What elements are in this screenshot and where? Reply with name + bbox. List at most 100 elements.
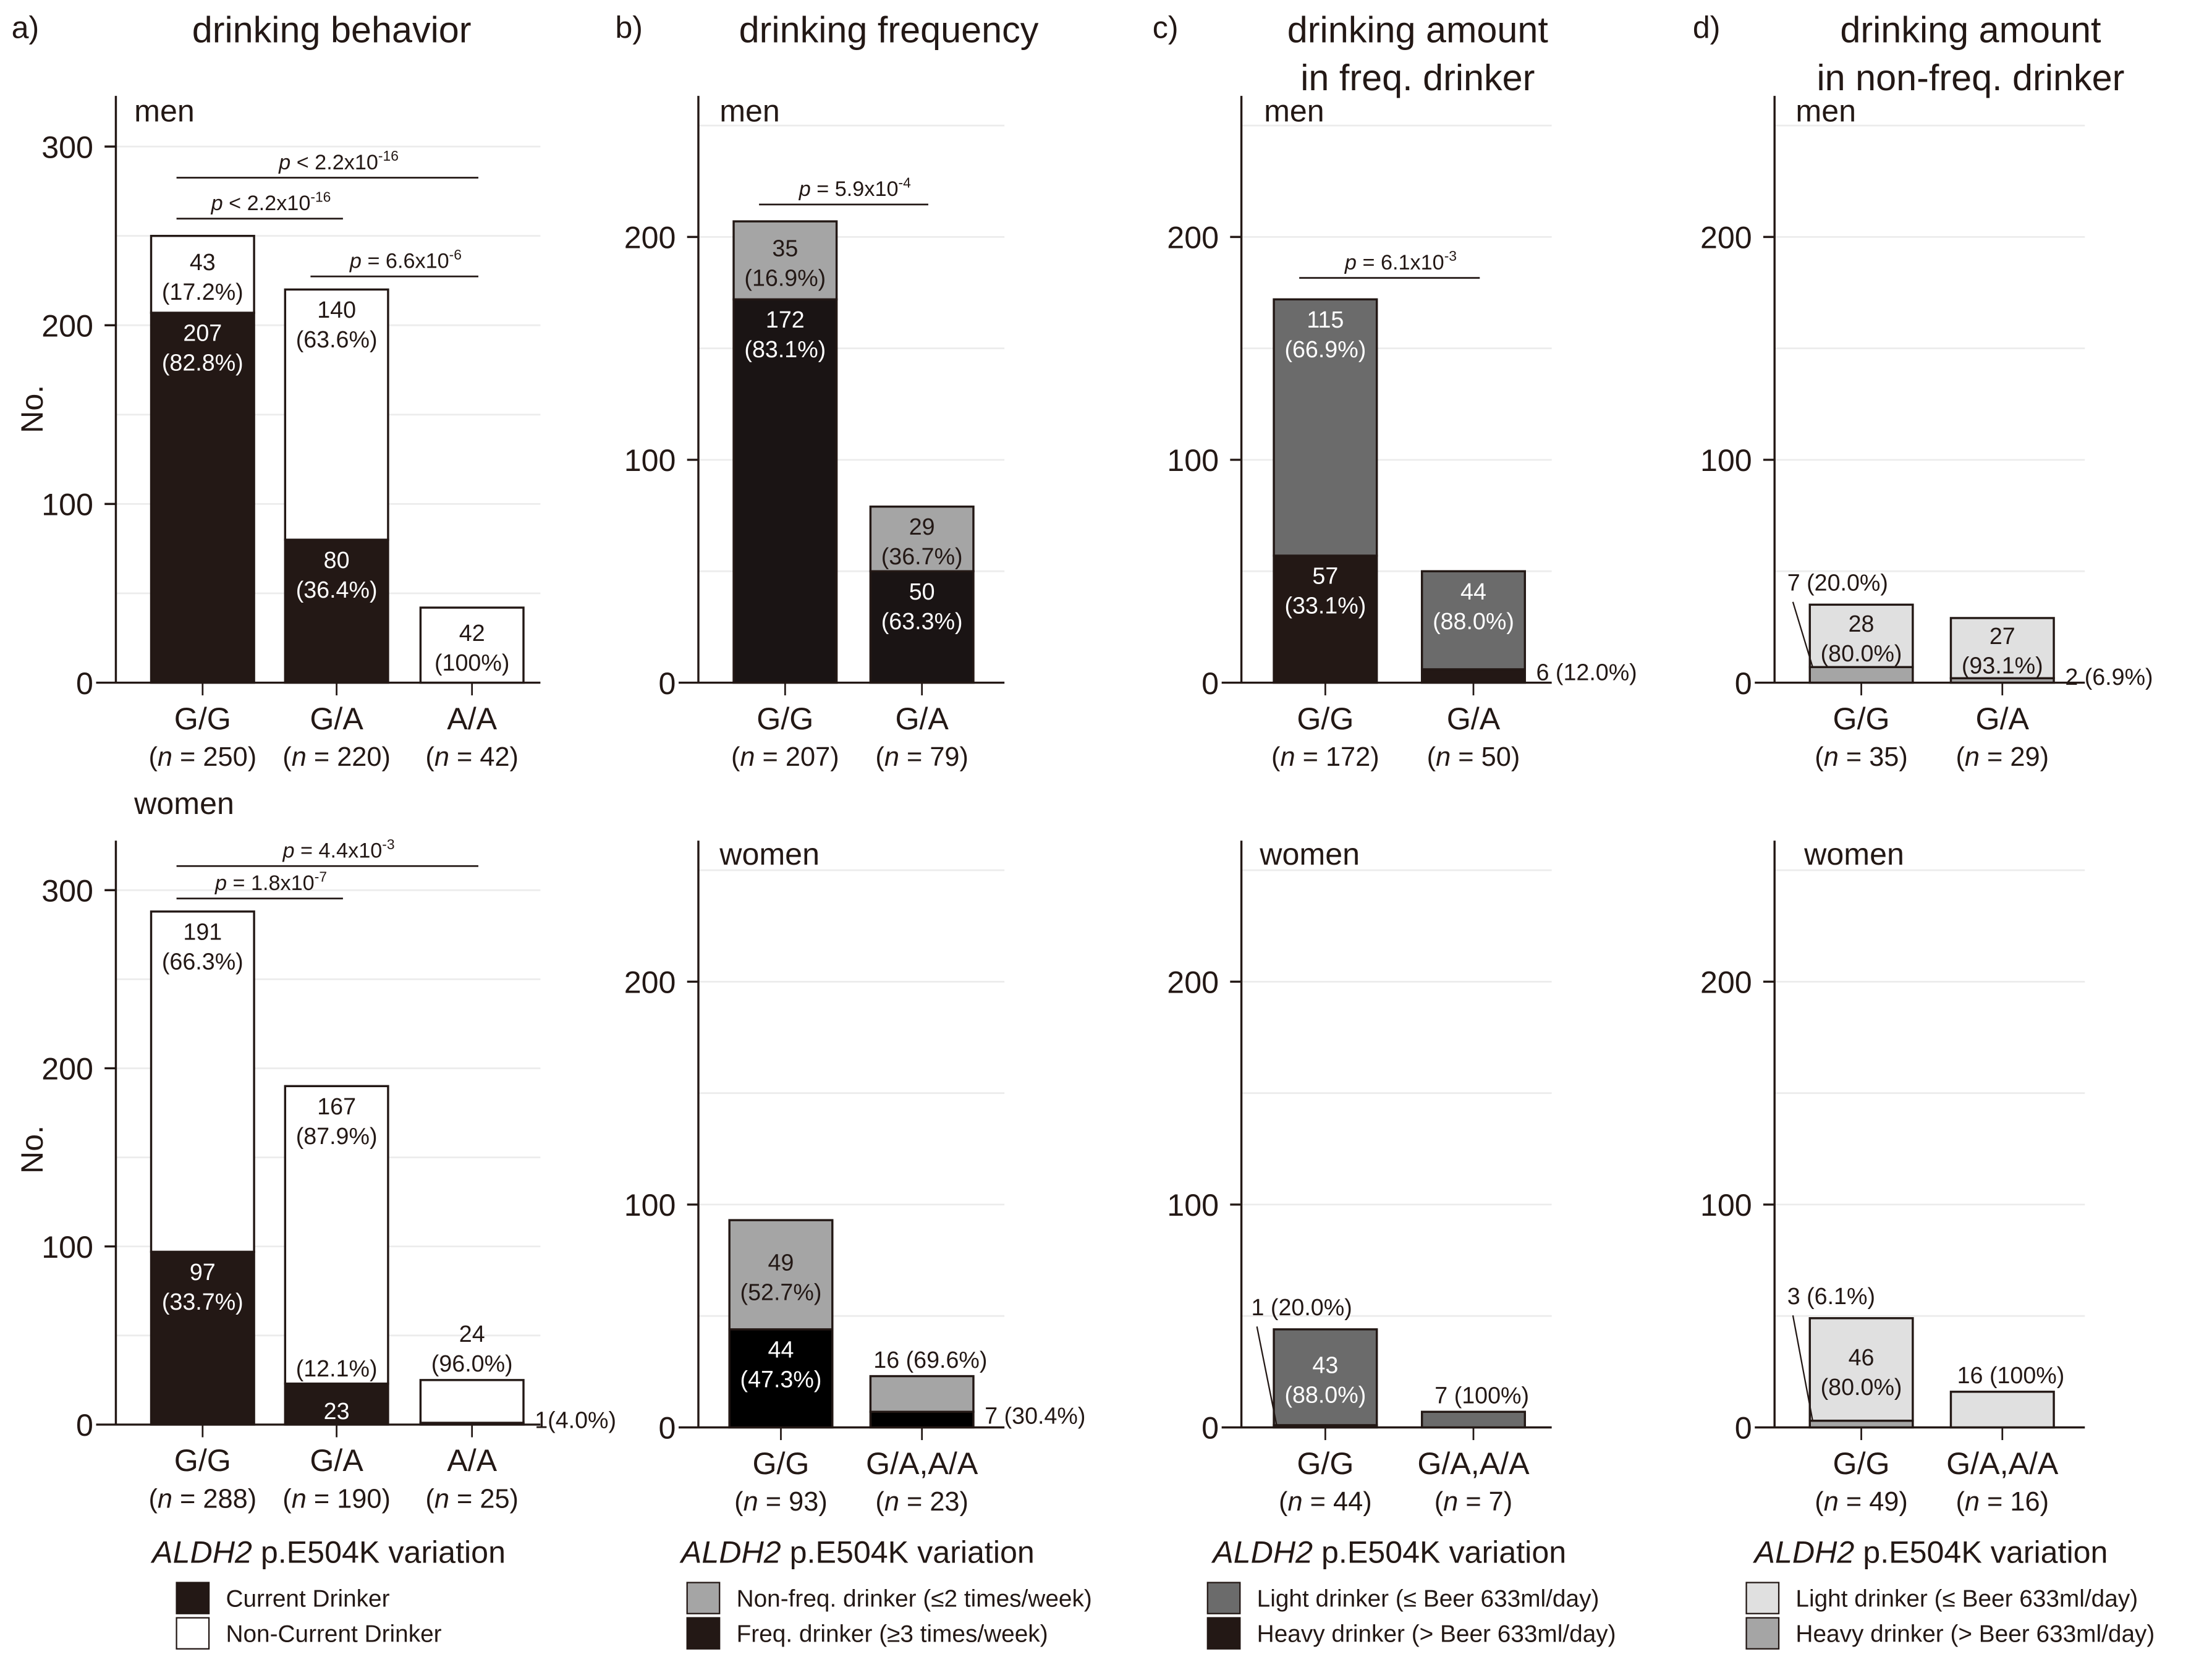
p-value: p < 2.2x10-16 xyxy=(278,148,399,174)
p-symbol: p xyxy=(799,177,811,201)
n-label: (n = 44) xyxy=(1279,1487,1372,1517)
n-label: (n = 50) xyxy=(1427,742,1520,772)
n-symbol: n xyxy=(1824,1487,1839,1517)
y-tick-label: 100 xyxy=(624,1188,676,1223)
n-value: = 7) xyxy=(1458,1487,1512,1517)
bar-segment xyxy=(1420,1410,1526,1429)
bar-label: (87.9%) xyxy=(296,1123,378,1149)
bar-label: 27 xyxy=(1990,623,2015,649)
bar-label: (36.7%) xyxy=(881,543,963,569)
y-tick-label: 100 xyxy=(624,443,676,478)
bar-label: (93.1%) xyxy=(1962,653,2043,679)
n-label: (n = 42) xyxy=(425,742,519,772)
bar-label: 172 xyxy=(766,307,805,333)
legend-swatch xyxy=(176,1617,210,1650)
legend-label: Current Drinker xyxy=(226,1585,389,1612)
y-tick-label: 0 xyxy=(659,1411,676,1446)
panel-title: drinking amount xyxy=(1840,9,2101,50)
bar-label: 28 xyxy=(1849,611,1875,637)
legend-label: Light drinker (≤ Beer 633ml/day) xyxy=(1257,1585,1600,1612)
group-label: women xyxy=(1803,837,1904,871)
bar-label: 115 xyxy=(1307,307,1344,333)
bar-label: 50 xyxy=(909,579,935,604)
n-symbol: n xyxy=(434,742,449,772)
subplot-a-women: 0 100 200 300 women G/G (n = 288) 97 (33.7%) 191 (… xyxy=(41,786,616,1514)
n-value: = 29) xyxy=(1980,742,2049,772)
bar-segment xyxy=(1273,298,1378,557)
bar-label: 7 (30.4%) xyxy=(985,1403,1085,1429)
n-label: (n = 16) xyxy=(1956,1487,2049,1517)
p-symbol: p xyxy=(214,871,227,895)
subplot-c-men: 0 100 200 men G/G (n = 172) 57 (33.1%) 115 (66.9%… xyxy=(1167,93,1637,772)
legend-label: Heavy drinker (> Beer 633ml/day) xyxy=(1257,1621,1616,1647)
bar-segment xyxy=(150,1250,255,1426)
n-value: = 50) xyxy=(1451,742,1520,772)
bar-segment xyxy=(869,1410,975,1429)
bar-segment xyxy=(1273,554,1378,684)
bar-label: 24 xyxy=(459,1321,485,1347)
bar-label: 16 (69.6%) xyxy=(873,1347,987,1373)
p-exponent: -4 xyxy=(899,175,912,191)
n-value: = 16) xyxy=(1980,1487,2049,1517)
n-label: (n = 288) xyxy=(148,1485,256,1514)
group-label: men xyxy=(719,93,780,128)
category-label: G/G xyxy=(1833,1446,1890,1481)
subplot-b-women: 0 100 200 women G/G (n = 93) 44 (47.3%) 49 (52.7%… xyxy=(624,837,1086,1517)
y-tick-label: 0 xyxy=(1201,1411,1219,1446)
bar-label: 43 xyxy=(1312,1352,1338,1378)
panel-title: in freq. drinker xyxy=(1300,57,1535,98)
category-label: G/G xyxy=(174,701,231,736)
bar-label: (36.4%) xyxy=(296,577,378,603)
bar-segment xyxy=(284,288,389,541)
bar-label: 23 xyxy=(324,1398,350,1424)
n-value: = 250) xyxy=(172,742,256,772)
legend-label: Non-Current Drinker xyxy=(226,1621,441,1647)
panel-letter: d) xyxy=(1693,11,1721,45)
n-value: = 172) xyxy=(1295,742,1379,772)
y-tick-label: 0 xyxy=(76,666,93,701)
subplot-d-women: 0 100 200 women G/G (n = 49) 3 (6.1%) 46 (80.0%)… xyxy=(1700,837,2085,1517)
y-axis-label: No. xyxy=(15,1125,49,1174)
n-symbol: n xyxy=(292,742,307,772)
bar-label: (66.9%) xyxy=(1284,336,1366,362)
bar-label: 49 xyxy=(768,1250,794,1276)
panel-title: in non-freq. drinker xyxy=(1816,57,2124,98)
y-tick-label: 300 xyxy=(41,873,93,908)
p-base: < 2.2x10 xyxy=(223,192,311,215)
p-symbol: p xyxy=(282,839,295,863)
group-label: men xyxy=(134,93,195,128)
n-symbol: n xyxy=(1965,742,1980,772)
group-label: men xyxy=(1264,93,1324,128)
n-value: = 49) xyxy=(1839,1487,1908,1517)
bar-segment xyxy=(732,220,838,301)
y-tick-label: 200 xyxy=(1167,221,1219,255)
category-label: G/A xyxy=(310,1443,363,1478)
y-tick-label: 0 xyxy=(659,666,676,701)
bar-label: 97 xyxy=(190,1259,216,1285)
group-label: men xyxy=(1795,93,1856,128)
category-label: G/G xyxy=(752,1446,809,1481)
y-tick-label: 100 xyxy=(1700,1188,1752,1223)
n-value: = 93) xyxy=(758,1487,828,1517)
bar-label: 57 xyxy=(1312,563,1338,589)
p-symbol: p xyxy=(278,151,290,174)
bar-label: 44 xyxy=(1460,579,1486,604)
variant-name: p.E504K variation xyxy=(1313,1535,1566,1570)
bar-label: 42 xyxy=(459,620,485,646)
bar-label: (66.3%) xyxy=(162,948,244,974)
x-axis-title: ALDH2 p.E504K variation xyxy=(1753,1535,2108,1570)
category-label: G/A,A/A xyxy=(1946,1446,2059,1481)
p-base: = 6.1x10 xyxy=(1357,251,1444,274)
category-label: G/A,A/A xyxy=(866,1446,978,1481)
panel-title: drinking behavior xyxy=(192,9,472,50)
bar-segment xyxy=(150,910,255,1253)
panel-letter: b) xyxy=(615,11,643,45)
n-label: (n = 29) xyxy=(1956,742,2049,772)
p-value: p = 6.6x10-6 xyxy=(349,247,462,273)
bar-label: 1 (20.0%) xyxy=(1252,1294,1352,1320)
leader-line xyxy=(1792,601,1813,668)
n-label: (n = 93) xyxy=(734,1487,828,1517)
group-label: women xyxy=(133,786,234,821)
n-label: (n = 7) xyxy=(1434,1487,1512,1517)
